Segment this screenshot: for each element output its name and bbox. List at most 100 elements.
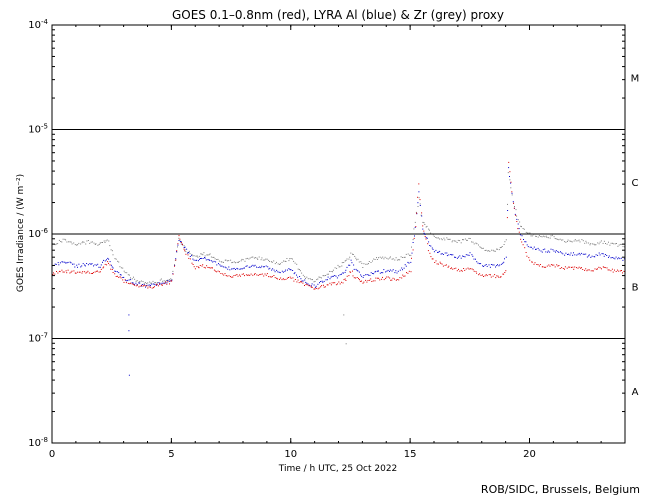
outlier-point xyxy=(128,330,130,332)
outlier-point xyxy=(128,374,130,376)
data-point xyxy=(422,221,424,223)
data-point xyxy=(305,281,307,283)
data-point xyxy=(352,270,353,272)
data-point xyxy=(552,249,554,251)
data-point xyxy=(511,192,513,194)
data-point xyxy=(55,263,57,265)
data-point xyxy=(555,238,557,240)
data-point xyxy=(498,265,500,267)
data-point xyxy=(348,275,350,277)
data-point xyxy=(167,281,169,283)
data-point xyxy=(266,258,268,260)
data-point xyxy=(248,258,250,260)
data-point xyxy=(372,260,373,262)
data-point xyxy=(366,281,368,283)
data-point xyxy=(622,259,624,261)
data-point xyxy=(308,285,310,287)
data-point xyxy=(377,270,378,272)
data-point xyxy=(171,279,173,281)
data-point xyxy=(510,182,512,184)
data-point xyxy=(482,247,484,249)
data-point xyxy=(597,242,599,244)
data-point xyxy=(126,280,128,282)
data-point xyxy=(452,254,454,256)
data-point xyxy=(337,283,338,285)
data-point xyxy=(547,250,549,252)
data-point xyxy=(361,262,363,264)
data-point xyxy=(476,243,478,245)
data-point xyxy=(192,258,194,260)
data-point xyxy=(301,272,303,274)
data-point xyxy=(511,191,513,193)
data-point xyxy=(141,284,142,286)
data-point xyxy=(74,272,76,274)
data-point xyxy=(475,258,476,260)
data-point xyxy=(246,265,248,267)
data-point xyxy=(72,263,73,265)
data-point xyxy=(579,241,581,243)
data-point xyxy=(204,255,206,257)
data-point xyxy=(598,243,600,245)
data-point xyxy=(404,256,406,258)
data-point xyxy=(296,274,297,276)
data-point xyxy=(440,262,442,264)
data-point xyxy=(475,242,477,244)
data-point xyxy=(289,258,291,260)
data-point xyxy=(58,270,60,272)
data-point xyxy=(244,275,245,277)
data-point xyxy=(90,273,92,274)
data-point xyxy=(65,270,67,272)
data-point xyxy=(260,259,262,261)
data-point xyxy=(433,235,435,237)
data-point xyxy=(327,284,329,286)
data-point xyxy=(379,272,381,274)
data-point xyxy=(525,252,527,253)
data-point xyxy=(444,239,446,241)
data-point xyxy=(126,272,128,274)
data-point xyxy=(509,179,511,181)
data-point xyxy=(294,272,296,274)
data-point xyxy=(217,258,219,260)
data-point xyxy=(323,275,325,277)
data-point xyxy=(612,242,613,244)
data-point xyxy=(471,268,473,270)
data-point xyxy=(439,261,441,263)
data-point xyxy=(597,254,599,256)
data-point xyxy=(81,272,83,274)
data-point xyxy=(363,281,365,283)
data-point xyxy=(109,245,111,247)
data-point xyxy=(349,264,351,266)
data-point xyxy=(155,284,157,286)
data-point xyxy=(269,261,271,262)
data-point xyxy=(62,271,64,273)
data-point xyxy=(588,269,590,271)
data-point xyxy=(300,278,302,280)
data-point xyxy=(241,258,243,260)
data-point xyxy=(288,268,290,270)
data-point xyxy=(358,261,360,263)
data-point xyxy=(495,266,496,268)
y-axis-label: GOES Irradiance / (W m⁻²) xyxy=(16,174,26,292)
data-point xyxy=(516,221,518,222)
data-point xyxy=(73,242,75,244)
data-point xyxy=(263,266,265,268)
data-point xyxy=(99,242,101,244)
data-point xyxy=(571,241,573,243)
data-point xyxy=(223,274,225,276)
data-point xyxy=(250,273,252,275)
data-point xyxy=(302,274,304,276)
data-point xyxy=(597,268,598,270)
data-point xyxy=(90,263,92,265)
data-point xyxy=(365,279,367,281)
data-point xyxy=(183,248,185,250)
data-point xyxy=(353,277,355,279)
data-point xyxy=(619,258,621,260)
data-point xyxy=(558,265,560,266)
data-point xyxy=(549,237,551,239)
data-point xyxy=(531,261,533,263)
data-point xyxy=(576,254,578,256)
data-point xyxy=(602,253,604,255)
data-point xyxy=(592,270,594,272)
data-point xyxy=(314,286,316,288)
